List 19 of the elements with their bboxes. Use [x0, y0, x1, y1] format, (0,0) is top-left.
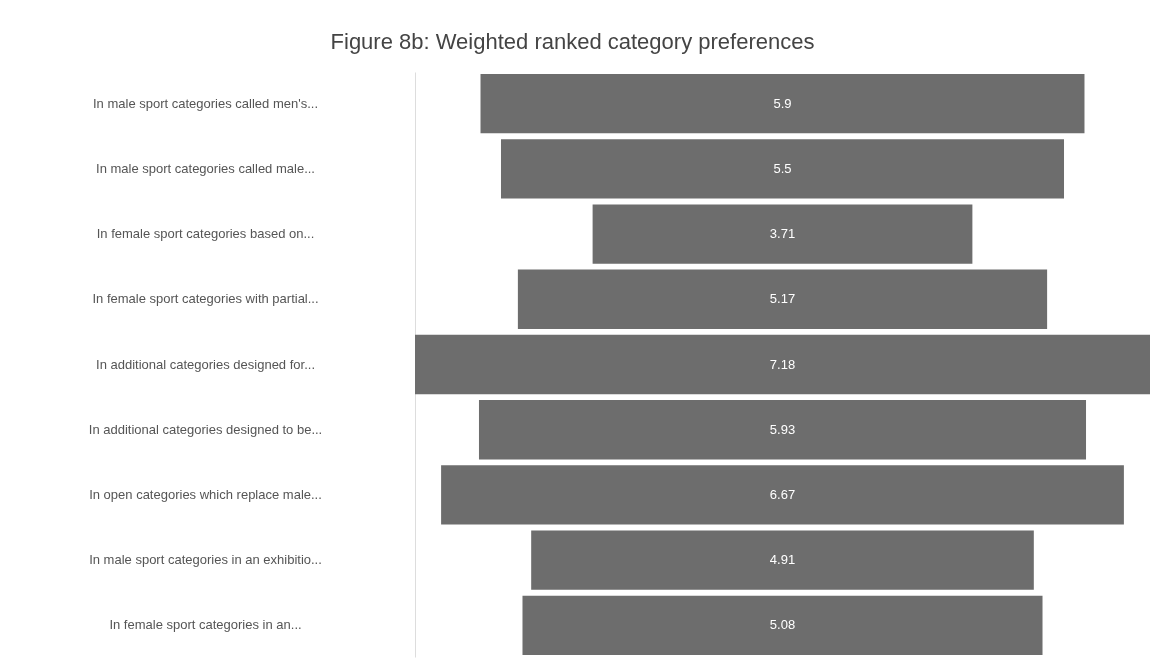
data-label: 6.67 — [769, 486, 796, 502]
data-label: 7.18 — [769, 356, 796, 372]
category-label: In female sport categories in an... — [109, 617, 302, 633]
data-label: 5.08 — [769, 617, 796, 633]
category-label: In open categories which replace male... — [89, 486, 322, 502]
category-label: In additional categories designed to be... — [88, 421, 323, 437]
category-label: In male sport categories called male... — [96, 160, 315, 176]
data-label: 5.9 — [773, 95, 792, 111]
category-label: In female sport categories with partial... — [92, 291, 319, 307]
category-label: In additional categories designed for... — [96, 356, 315, 372]
text: Figure 8b: Weighted ranked category preferences — [330, 29, 815, 54]
data-label: 4.91 — [769, 552, 796, 568]
data-label: 3.71 — [769, 226, 796, 242]
category-label: In male sport categories in an exhibitio... — [89, 552, 322, 568]
data-label: 5.17 — [769, 291, 796, 307]
data-label: 5.5 — [773, 160, 792, 176]
data-label: 5.93 — [769, 421, 796, 437]
category-label: In female sport categories based on... — [96, 226, 315, 242]
category-label: In male sport categories called men's... — [92, 95, 319, 111]
